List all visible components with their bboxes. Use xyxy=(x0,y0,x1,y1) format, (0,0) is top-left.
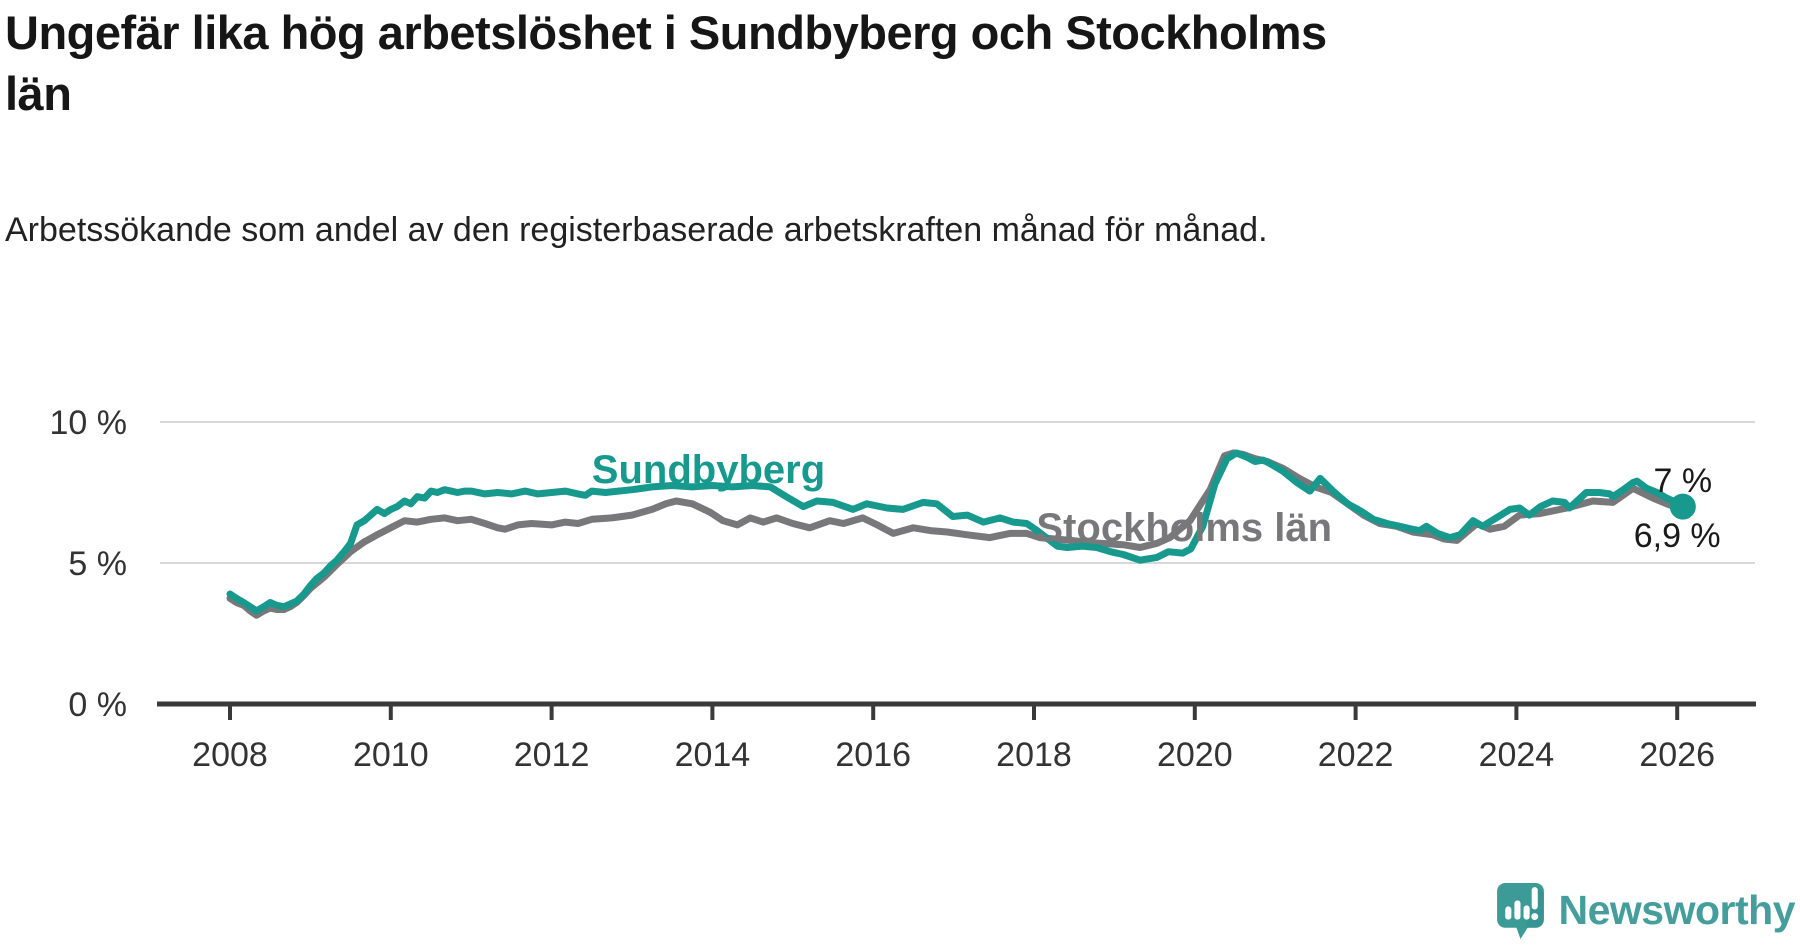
logo-exclamation-dot xyxy=(1530,913,1538,921)
chart-subtitle: Arbetssökande som andel av den registerb… xyxy=(5,211,1268,249)
logo-bar-tall xyxy=(1513,900,1520,920)
x-tick-label: 2020 xyxy=(1157,736,1233,774)
x-tick-label: 2016 xyxy=(835,736,911,774)
page-title: Ungefär lika hög arbetslöshet i Sundbybe… xyxy=(5,6,1327,121)
x-tick-label: 2010 xyxy=(353,736,429,774)
brand-name: Newsworthy xyxy=(1558,887,1796,933)
x-tick-label: 2014 xyxy=(675,736,751,774)
y-tick-label: 0 % xyxy=(68,686,127,724)
x-tick-label: 2026 xyxy=(1639,736,1715,774)
y-tick-label: 5 % xyxy=(68,545,127,583)
x-tick-label: 2012 xyxy=(514,736,590,774)
x-tick-label: 2024 xyxy=(1479,736,1555,774)
latest-value-marker-sundbyberg xyxy=(1669,493,1696,520)
x-tick-label: 2008 xyxy=(192,736,268,774)
end-value-label-sundbyberg: 7 % xyxy=(1654,462,1713,500)
series-label-stockholms-lan: Stockholms län xyxy=(1036,506,1332,550)
x-tick-label: 2018 xyxy=(996,736,1072,774)
series-label-sundbyberg: Sundbyberg xyxy=(592,448,825,492)
y-tick-label: 10 % xyxy=(50,404,128,442)
logo-exclamation-bar xyxy=(1531,887,1538,910)
unemployment-line-chart: 10 % 5 % 0 % 2008 2010 2012 2014 2016 2018 2020 20… xyxy=(50,404,1756,774)
x-tick-label: 2022 xyxy=(1318,736,1394,774)
brand-footer: Newsworthy xyxy=(1495,881,1796,940)
series-line-sundbyberg xyxy=(226,449,1687,615)
end-value-label-stockholms-lan: 6,9 % xyxy=(1634,517,1721,555)
newsworthy-logo-icon xyxy=(1496,883,1544,939)
logo-bar-medium xyxy=(1523,905,1530,920)
logo-bar-small xyxy=(1504,906,1511,920)
